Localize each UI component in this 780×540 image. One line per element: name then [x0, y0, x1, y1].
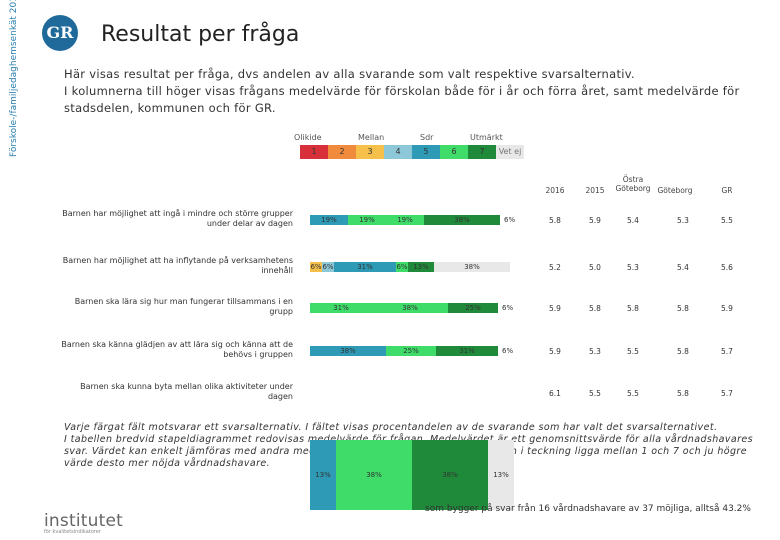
legend-group-label: Olikide: [294, 133, 322, 142]
question-label: Barnen ska lära sig hur man fungerar til…: [74, 297, 293, 316]
response-segment: 25%: [448, 303, 498, 313]
response-segment: 31%: [334, 262, 396, 272]
col-header-ostra-goteborg: Östra Göteborg: [615, 175, 651, 193]
legend-box: 2: [328, 145, 356, 159]
legend-boxes: 1 2 3 4 5 6 7 Vet ej: [300, 145, 524, 159]
example-segment: 13%: [488, 440, 514, 510]
mean-value: 5.9: [549, 347, 561, 356]
mean-value: 5.2: [549, 263, 561, 272]
mean-value: 5.9: [549, 304, 561, 313]
mean-value: 5.9: [589, 216, 601, 225]
legend-box: 7: [468, 145, 496, 159]
response-segment: 31%: [436, 346, 498, 356]
gr-logo: GR: [42, 15, 78, 51]
response-segment: 19%: [348, 215, 386, 225]
mean-value: 5.5: [627, 389, 639, 398]
mean-value: 5.8: [677, 389, 689, 398]
respondent-note: som bygger på svar från 16 vårdnadshavar…: [425, 504, 751, 514]
response-segment: 6%: [310, 262, 322, 272]
response-bar: 19% 19% 19% 38%: [310, 215, 500, 225]
col-header-2015: 2015: [585, 186, 605, 195]
mean-value: 5.5: [589, 389, 601, 398]
mean-value: 5.3: [677, 216, 689, 225]
mean-value: 5.5: [721, 216, 733, 225]
question-label: Barnen har möjlighet att ha inflytande p…: [62, 256, 293, 275]
question-label: Barnen ska kunna byta mellan olika aktiv…: [80, 382, 293, 401]
response-segment: 38%: [310, 346, 386, 356]
response-segment: 6%: [322, 262, 334, 272]
response-segment: 38%: [372, 303, 448, 313]
response-segment: 38%: [424, 215, 500, 225]
mean-value: 5.8: [589, 304, 601, 313]
response-remainder-label: 6%: [502, 347, 514, 355]
response-segment: 38%: [434, 262, 510, 272]
legend-group-label: Mellan: [358, 133, 385, 142]
mean-value: 5.7: [721, 347, 733, 356]
mean-value: 5.3: [589, 347, 601, 356]
legend-box: 3: [356, 145, 384, 159]
sidebar-survey-label: Förskole-/familjedaghemsenkät 2016: [9, 0, 19, 157]
explanation-text: Varje färgat fält motsvarar ett svarsalt…: [64, 422, 754, 469]
response-bar: 31% 38% 25%: [310, 303, 498, 313]
response-remainder-label: 6%: [502, 304, 514, 312]
institute-logo-subtitle: för kvalitetsindikatorer: [44, 529, 101, 535]
mean-value: 5.3: [627, 263, 639, 272]
response-bar: 38% 25% 31%: [310, 346, 498, 356]
mean-value: 5.4: [677, 263, 689, 272]
legend-box: 5: [412, 145, 440, 159]
mean-value: 5.8: [627, 304, 639, 313]
mean-value: 5.8: [677, 347, 689, 356]
legend-group-label: Utmärkt: [470, 133, 503, 142]
response-segment: 6%: [396, 262, 408, 272]
question-label: Barnen ska känna glädjen av att lära sig…: [61, 340, 293, 359]
mean-value: 5.8: [677, 304, 689, 313]
col-header-goteborg: Göteborg: [657, 186, 693, 195]
mean-value: 5.7: [721, 389, 733, 398]
response-bar: 6% 6% 31% 6% 13% 38%: [310, 262, 510, 272]
response-segment: 19%: [310, 215, 348, 225]
example-segment: 38%: [336, 440, 412, 510]
intro-text: Här visas resultat per fråga, dvs andele…: [64, 67, 740, 115]
legend-group-label: Sdr: [420, 133, 434, 142]
example-segment: 13%: [310, 440, 336, 510]
example-bar: 13% 38% 38% 13%: [310, 440, 514, 510]
legend-box: 1: [300, 145, 328, 159]
mean-value: 5.6: [721, 263, 733, 272]
col-header-2016: 2016: [545, 186, 565, 195]
mean-value: 5.4: [627, 216, 639, 225]
institute-logo: institutet: [44, 511, 123, 531]
legend-box: 4: [384, 145, 412, 159]
col-header-gr: GR: [721, 186, 733, 195]
question-label: Barnen har möjlighet att ingå i mindre o…: [62, 209, 293, 228]
mean-value: 5.5: [627, 347, 639, 356]
mean-value: 5.0: [589, 263, 601, 272]
response-segment: 25%: [386, 346, 436, 356]
mean-value: 6.1: [549, 389, 561, 398]
mean-value: 5.8: [549, 216, 561, 225]
response-segment: 31%: [310, 303, 372, 313]
response-segment: 19%: [386, 215, 424, 225]
mean-value: 5.9: [721, 304, 733, 313]
response-segment: 13%: [408, 262, 434, 272]
legend-box: Vet ej: [496, 145, 524, 159]
response-remainder-label: 6%: [504, 216, 516, 224]
example-segment: 38%: [412, 440, 488, 510]
page-title: Resultat per fråga: [101, 22, 300, 47]
legend-box: 6: [440, 145, 468, 159]
